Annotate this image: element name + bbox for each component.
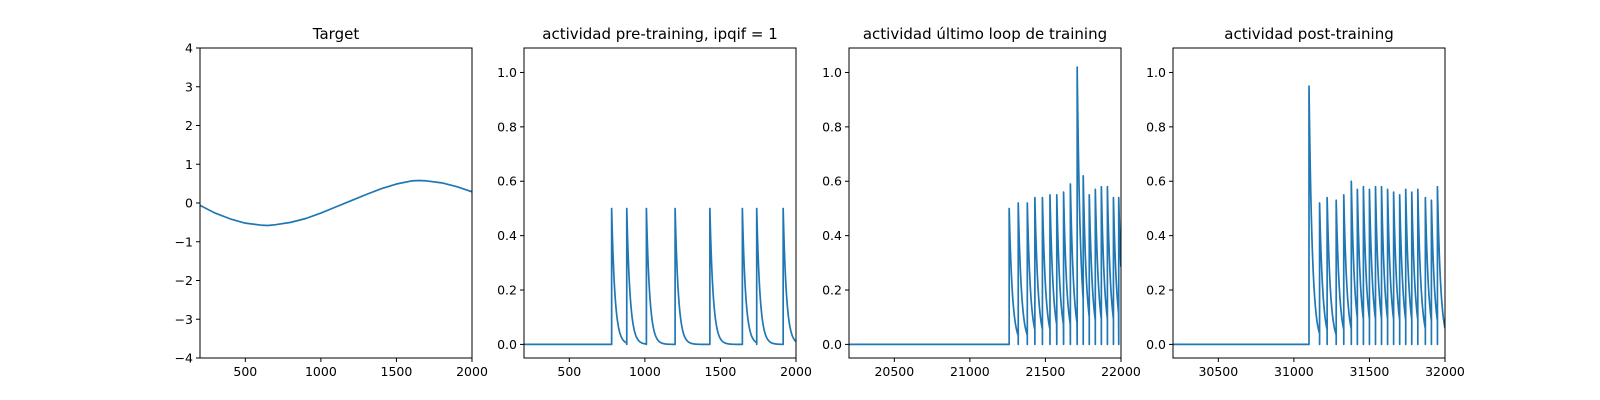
subplot-2: 500 1000 1500 2000 0.0 0.2 0.4 0.6 0.8 1.0 activid… <box>497 25 812 379</box>
series-line <box>200 179 472 227</box>
y-tick-label: −4 <box>175 351 193 366</box>
y-tick-label: 0.4 <box>822 228 842 243</box>
y-tick-label: 2 <box>185 118 193 133</box>
x-tick-label: 21500 <box>1026 364 1066 379</box>
x-tick-label: 30500 <box>1198 364 1238 379</box>
x-tick-label: 1500 <box>381 364 413 379</box>
y-tick-label: 3 <box>185 79 193 94</box>
y-tick-label: 1.0 <box>822 65 842 80</box>
y-tick-label: 0.8 <box>822 119 842 134</box>
x-tick-label: 22000 <box>1101 364 1141 379</box>
x-tick-label: 31000 <box>1274 364 1314 379</box>
y-tick-label: 0.6 <box>1146 174 1166 189</box>
x-tick-label: 500 <box>233 364 257 379</box>
y-tick-label: 0.8 <box>1146 119 1166 134</box>
subplot-1: 500 1000 1500 2000 −4 −3 −2 −1 0 1 2 3 4 Target <box>175 25 488 379</box>
x-tick-label: 500 <box>557 364 581 379</box>
axes-frame <box>523 47 797 359</box>
x-tick-label: 1000 <box>629 364 661 379</box>
y-tick-label: 0 <box>185 196 193 211</box>
subplot-title: actividad pre-training, ipqif = 1 <box>542 25 778 43</box>
y-tick-label: 0.6 <box>822 174 842 189</box>
series-line <box>1173 85 1445 346</box>
y-tick-label: −2 <box>175 273 193 288</box>
y-tick-label: 0.8 <box>497 119 517 134</box>
y-tick-label: 0.0 <box>497 337 517 352</box>
y-tick-label: 0.0 <box>1146 337 1166 352</box>
y-tick-label: 0.0 <box>822 337 842 352</box>
y-tick-label: 0.4 <box>1146 228 1166 243</box>
x-tick-label: 1500 <box>705 364 737 379</box>
x-tick-label: 21000 <box>950 364 990 379</box>
axes-frame <box>848 47 1122 359</box>
x-tick-label: 20500 <box>874 364 914 379</box>
y-tick-label: 0.2 <box>497 283 517 298</box>
subplot-4: 30500 31000 31500 32000 0.0 0.2 0.4 0.6 0.8 1.0 ac… <box>1146 25 1465 379</box>
subplot-title: Target <box>312 25 360 43</box>
y-tick-label: 1.0 <box>497 65 517 80</box>
y-tick-label: 0.2 <box>1146 283 1166 298</box>
x-tick-label: 31500 <box>1350 364 1390 379</box>
y-tick-label: 4 <box>185 41 193 56</box>
x-tick-label: 1000 <box>305 364 337 379</box>
series-line <box>849 66 1121 346</box>
y-tick-label: 0.6 <box>497 174 517 189</box>
x-tick-label: 2000 <box>456 364 488 379</box>
subplot-title: actividad post-training <box>1224 25 1393 43</box>
y-tick-label: 1 <box>185 157 193 172</box>
y-tick-label: 0.2 <box>822 283 842 298</box>
subplot-title: actividad último loop de training <box>863 25 1107 43</box>
y-tick-label: 0.4 <box>497 228 517 243</box>
y-tick-label: 1.0 <box>1146 65 1166 80</box>
y-tick-label: −1 <box>175 234 193 249</box>
series-line <box>524 207 796 346</box>
x-tick-label: 2000 <box>780 364 812 379</box>
y-tick-label: −3 <box>175 312 193 327</box>
x-tick-label: 32000 <box>1425 364 1465 379</box>
subplot-3: 20500 21000 21500 22000 0.0 0.2 0.4 0.6 0.8 1.0 ac… <box>822 25 1141 379</box>
axes-frame <box>1172 47 1446 359</box>
